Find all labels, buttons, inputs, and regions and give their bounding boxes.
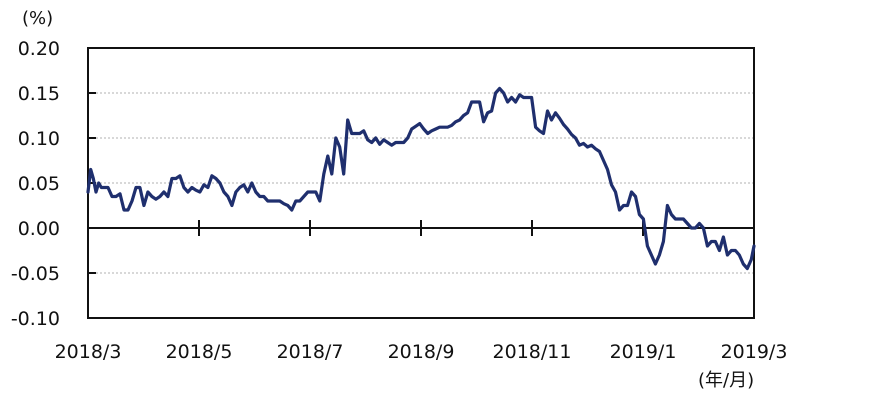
y-tick-label: 0.10 [18,128,60,150]
x-tick-label: 2019/1 [610,341,677,363]
svg-text:(%): (%) [22,8,53,29]
y-tick-label: -0.10 [11,308,60,330]
x-tick-label: 2018/9 [388,341,455,363]
y-tick-label: 0.05 [18,173,60,195]
x-tick-label: 2019/3 [721,341,788,363]
y-tick-label: 0.20 [18,38,60,60]
y-axis-ticks: 0.20 0.15 0.10 0.05 0.00 -0.05 -0.10 [11,38,96,330]
x-tick-label: 2018/3 [55,341,122,363]
x-unit-label: (年/月) [698,370,754,391]
y-tick-label: 0.15 [18,83,60,105]
data-series-line [86,86,756,271]
x-axis-ticks: 2018/3 2018/5 2018/7 2018/9 2018/11 2019/1 201… [55,220,788,363]
x-tick-label: 2018/5 [166,341,233,363]
y-tick-label: -0.05 [11,263,60,285]
gridlines [88,92,754,274]
x-tick-label: 2018/7 [277,341,344,363]
y-unit-label: (%) [22,8,53,29]
svg-text:(年/月): (年/月) [698,370,754,391]
y-tick-label: 0.00 [18,218,60,240]
x-tick-label: 2018/11 [493,341,572,363]
